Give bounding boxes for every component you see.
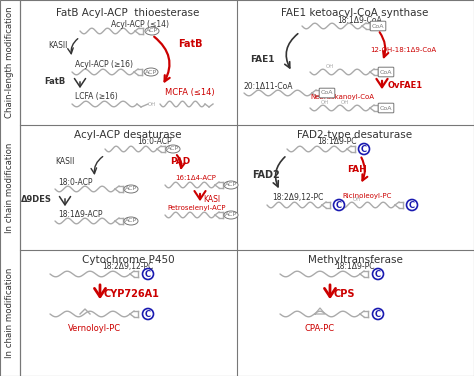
Circle shape: [334, 200, 345, 211]
Text: 18:1Δ9-CoA: 18:1Δ9-CoA: [337, 16, 383, 25]
Text: KASII: KASII: [49, 41, 68, 50]
Text: Petroselenyl-ACP: Petroselenyl-ACP: [167, 205, 226, 211]
Circle shape: [143, 268, 154, 279]
Text: CoA: CoA: [380, 70, 392, 74]
Text: 18:0-ACP: 18:0-ACP: [58, 178, 92, 187]
Text: In chain modification: In chain modification: [6, 142, 15, 233]
Text: ACP: ACP: [145, 70, 157, 74]
Text: CoA: CoA: [380, 106, 392, 111]
FancyBboxPatch shape: [378, 67, 394, 77]
Ellipse shape: [144, 68, 158, 76]
Text: CYP726A1: CYP726A1: [104, 289, 160, 299]
Text: ACP: ACP: [167, 147, 179, 152]
Text: FatB: FatB: [45, 76, 66, 85]
Text: C: C: [375, 270, 381, 279]
Text: OH: OH: [353, 197, 361, 202]
Text: Acyl-ACP (≤14): Acyl-ACP (≤14): [111, 20, 169, 29]
Ellipse shape: [166, 145, 180, 153]
Ellipse shape: [224, 181, 238, 189]
Text: 18:1Δ9-PC: 18:1Δ9-PC: [317, 137, 357, 146]
Text: C: C: [361, 145, 367, 154]
Text: C: C: [336, 201, 342, 210]
Text: KASI: KASI: [203, 194, 220, 203]
Text: In chain modification: In chain modification: [6, 268, 15, 358]
Text: KASII: KASII: [55, 158, 75, 167]
Text: ACP: ACP: [125, 218, 137, 223]
Text: OH: OH: [326, 64, 334, 69]
FancyBboxPatch shape: [319, 88, 335, 98]
Text: ACP: ACP: [125, 186, 137, 191]
Text: FatB Acyl-ACP  thioesterase: FatB Acyl-ACP thioesterase: [56, 8, 200, 18]
Ellipse shape: [145, 27, 159, 35]
Text: Δ9DES: Δ9DES: [21, 196, 52, 205]
Text: FAD2-type desaturase: FAD2-type desaturase: [298, 130, 412, 140]
Text: CoA: CoA: [372, 23, 384, 29]
Text: PAD: PAD: [170, 156, 190, 165]
Text: 12-OH-18:1Δ9-CoA: 12-OH-18:1Δ9-CoA: [370, 47, 436, 53]
Text: CoA: CoA: [321, 91, 333, 96]
Text: 20:1Δ11-CoA: 20:1Δ11-CoA: [244, 82, 293, 91]
Text: LCFA (≥16): LCFA (≥16): [75, 92, 118, 101]
Text: Cytochrome P450: Cytochrome P450: [82, 255, 174, 265]
Text: OH: OH: [148, 102, 156, 106]
Text: C: C: [145, 310, 151, 319]
Text: 18:1Δ9-ACP: 18:1Δ9-ACP: [58, 210, 102, 219]
Text: Acyl-ACP desaturase: Acyl-ACP desaturase: [74, 130, 182, 140]
Text: ACP: ACP: [225, 182, 237, 188]
Text: MCFA (≤14): MCFA (≤14): [165, 88, 215, 97]
Circle shape: [358, 144, 370, 155]
FancyBboxPatch shape: [370, 21, 386, 31]
Text: FAE1 ketoacyl-CoA synthase: FAE1 ketoacyl-CoA synthase: [281, 8, 428, 18]
Text: C: C: [409, 201, 415, 210]
Circle shape: [407, 200, 418, 211]
Text: Chain-length modification: Chain-length modification: [6, 7, 15, 118]
Text: Vernoloyl-PC: Vernoloyl-PC: [68, 324, 121, 333]
Text: 18:2Δ9,12-PC: 18:2Δ9,12-PC: [272, 193, 323, 202]
Text: ACP: ACP: [146, 29, 158, 33]
Circle shape: [143, 308, 154, 320]
Text: OH: OH: [321, 100, 329, 105]
Text: FAH: FAH: [347, 165, 367, 173]
Text: OvFAE1: OvFAE1: [388, 82, 423, 91]
Text: Ricinoleoyl-PC: Ricinoleoyl-PC: [342, 193, 392, 199]
Text: ACP: ACP: [225, 212, 237, 217]
Text: CPA-PC: CPA-PC: [305, 324, 335, 333]
Text: CPS: CPS: [334, 289, 356, 299]
Ellipse shape: [124, 185, 138, 193]
FancyBboxPatch shape: [378, 103, 394, 113]
Text: Acyl-ACP (≥16): Acyl-ACP (≥16): [75, 60, 133, 69]
Text: Nebraskanoyl-CoA: Nebraskanoyl-CoA: [310, 94, 374, 100]
Ellipse shape: [124, 217, 138, 225]
Text: FAD2: FAD2: [252, 170, 280, 180]
Text: C: C: [375, 310, 381, 319]
Bar: [0, 0, 20, 376]
Text: Methyltransferase: Methyltransferase: [308, 255, 402, 265]
Text: FatB: FatB: [178, 39, 202, 49]
Text: C: C: [145, 270, 151, 279]
Ellipse shape: [224, 211, 238, 219]
Text: 16:0-ACP: 16:0-ACP: [137, 137, 173, 146]
Circle shape: [373, 308, 383, 320]
Text: FAE1: FAE1: [250, 56, 274, 65]
Text: 16:1Δ4-ACP: 16:1Δ4-ACP: [175, 175, 216, 181]
Text: OH: OH: [341, 100, 349, 105]
Text: 18:2Δ9,12-PC: 18:2Δ9,12-PC: [102, 262, 154, 271]
Circle shape: [373, 268, 383, 279]
Text: 18:1Δ9-PC: 18:1Δ9-PC: [335, 262, 375, 271]
